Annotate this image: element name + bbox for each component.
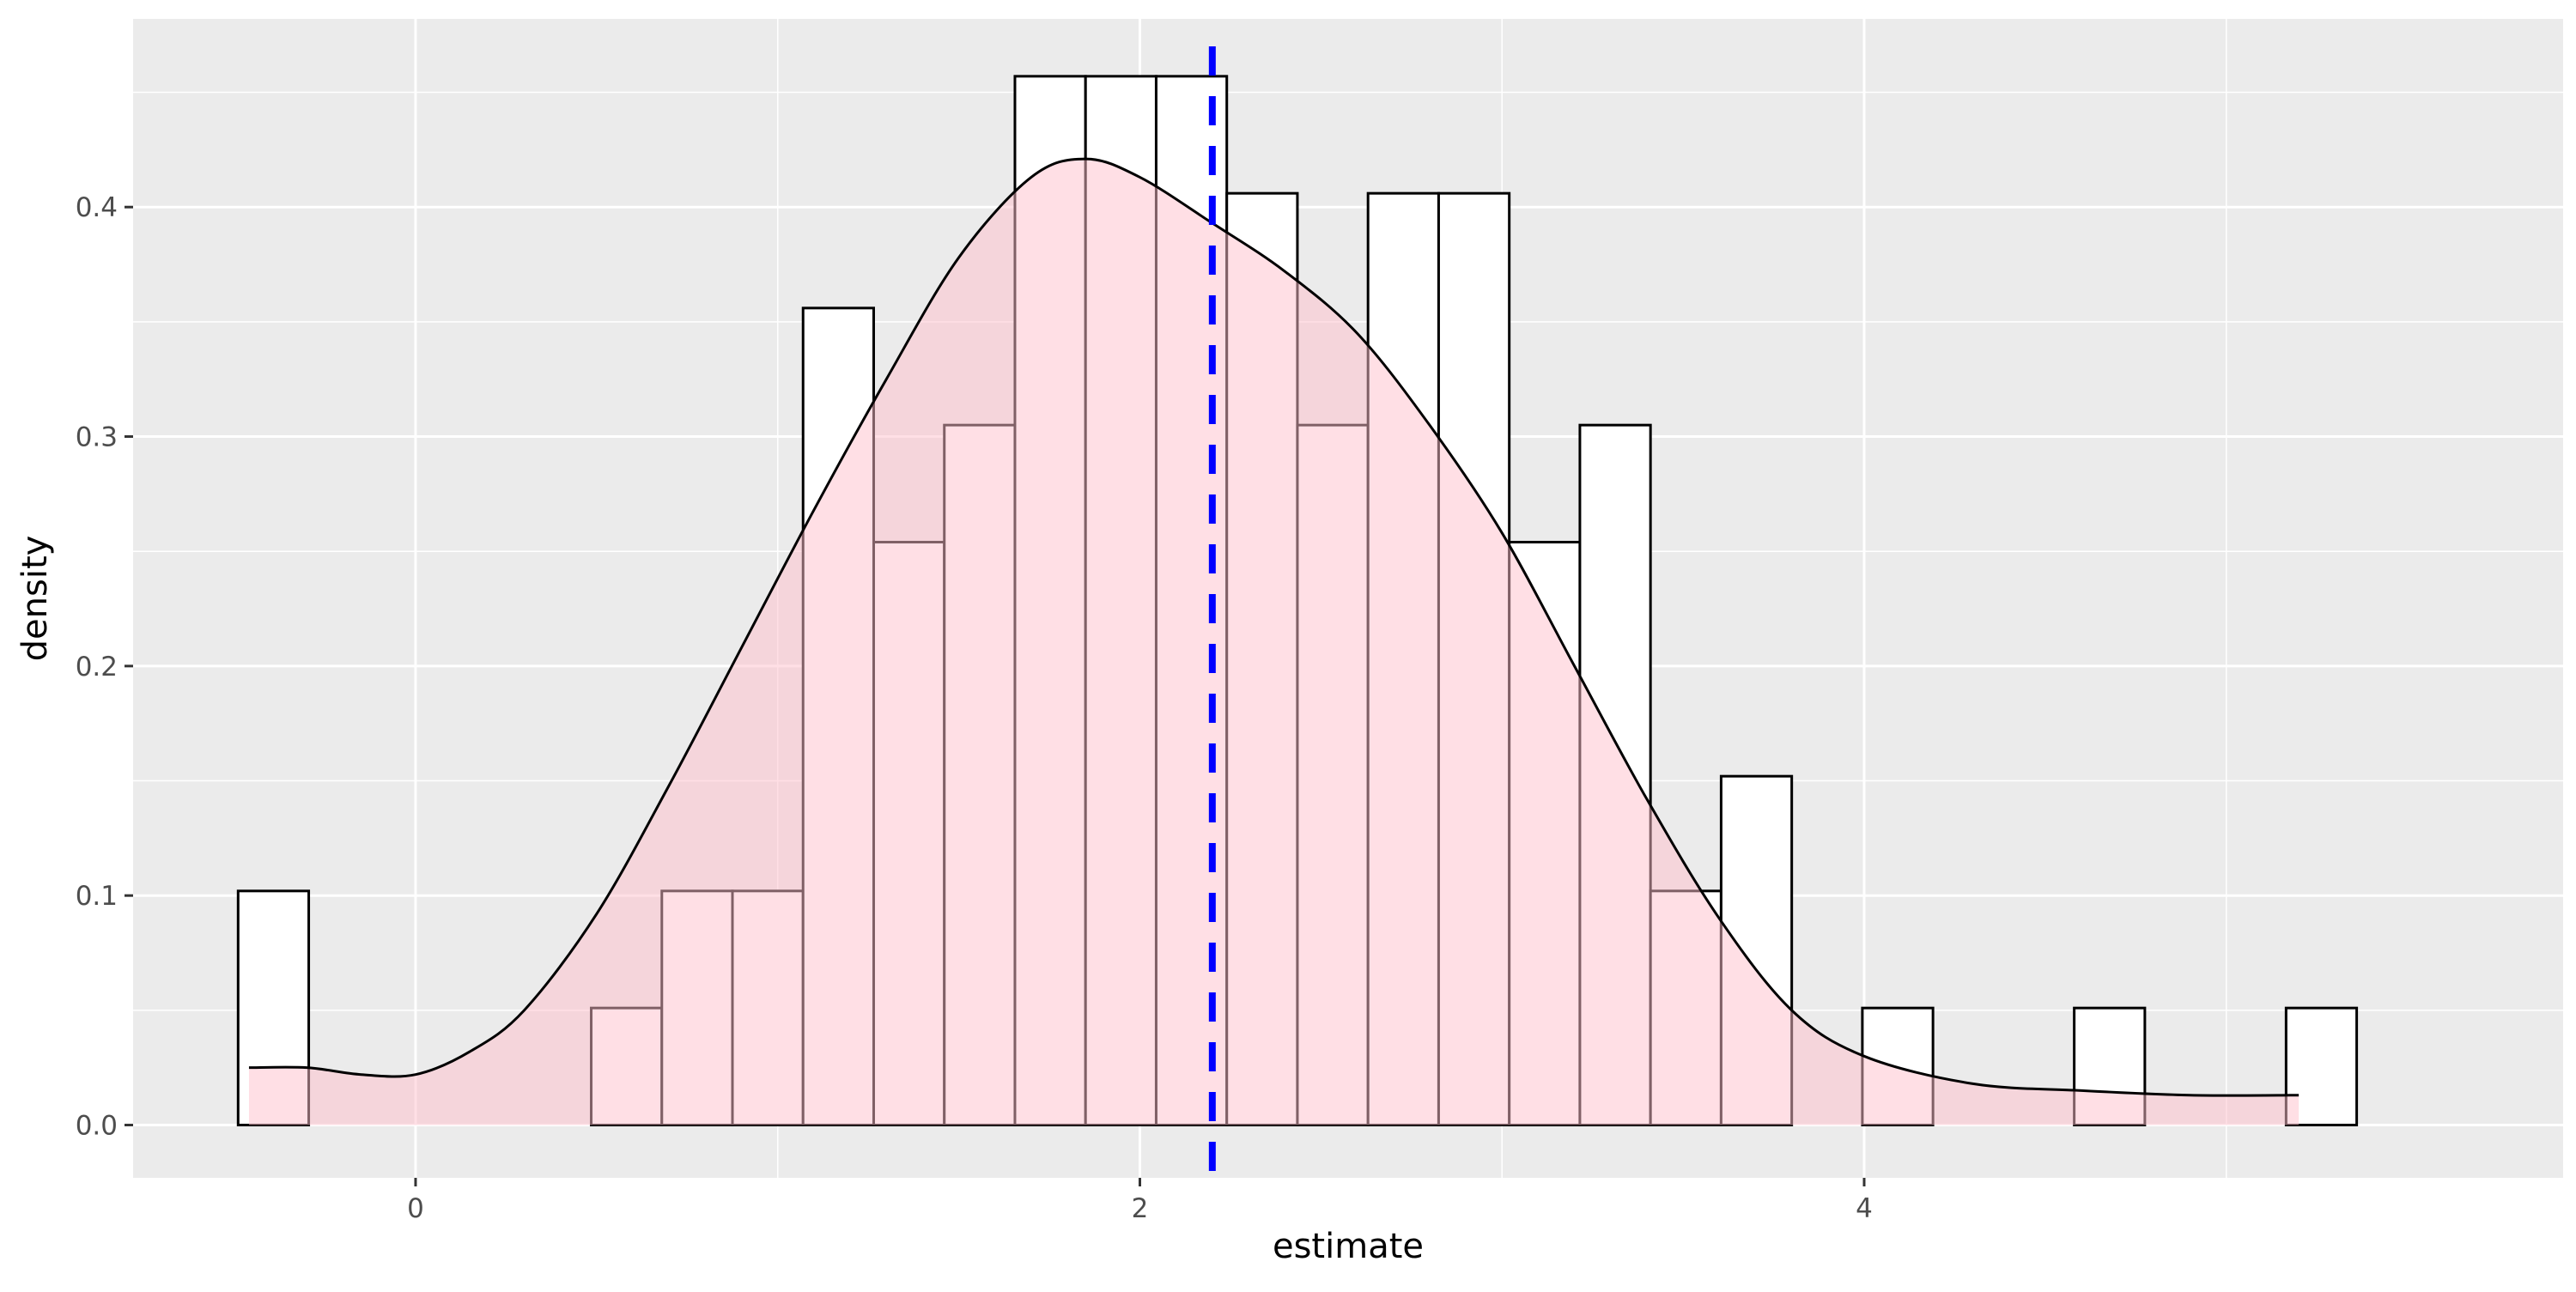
y-tick-label: 0.3 xyxy=(76,422,118,453)
y-tick-label: 0.0 xyxy=(76,1111,118,1142)
y-tick-label: 0.2 xyxy=(76,652,118,682)
x-tick-label: 0 xyxy=(407,1193,424,1224)
density-area xyxy=(248,159,2300,1125)
density-curve-layer xyxy=(248,157,2300,1125)
y-tick-label: 0.4 xyxy=(76,192,118,223)
axis-layer: 0 2 4 0.0 0.1 0.2 0.3 0.4 xyxy=(76,192,1873,1224)
x-tick-label: 2 xyxy=(1132,1193,1149,1224)
y-axis-title: density xyxy=(15,536,55,662)
x-axis-title: estimate xyxy=(1273,1227,1424,1266)
y-tick-label: 0.1 xyxy=(76,881,118,912)
density-curve xyxy=(248,157,2300,1097)
x-tick-label: 4 xyxy=(1856,1193,1873,1224)
